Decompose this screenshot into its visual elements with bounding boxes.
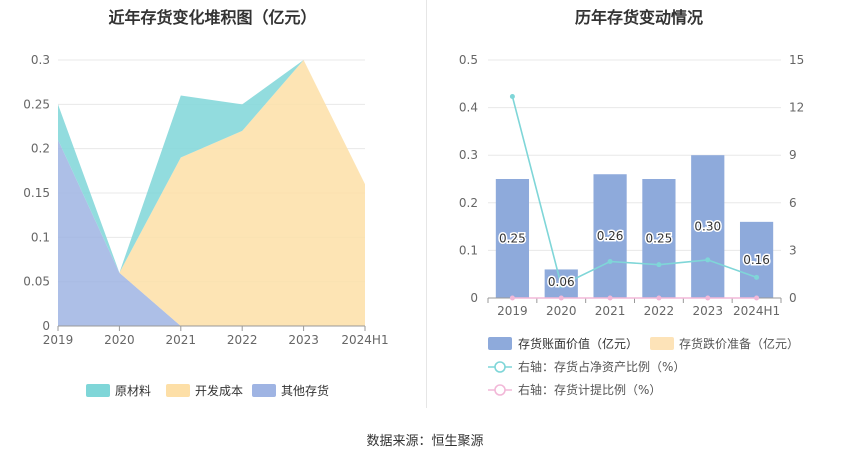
y-tick-label: 0.5 xyxy=(459,53,478,67)
right-chart-title: 历年存货变动情况 xyxy=(574,8,703,27)
x-tick-label: 2024H1 xyxy=(733,304,780,318)
legend-label: 存货跌价准备（亿元） xyxy=(679,336,799,351)
y2-tick-label: 15 xyxy=(789,53,804,67)
y-tick-label: 0 xyxy=(42,319,50,333)
x-tick-label: 2021 xyxy=(595,304,626,318)
area-series-0 xyxy=(58,60,365,273)
legend-swatch xyxy=(86,384,110,397)
area-series-1 xyxy=(58,60,365,326)
chart-divider xyxy=(426,0,427,408)
y-tick-label: 0.1 xyxy=(459,243,478,257)
legend-label: 其他存货 xyxy=(281,383,329,398)
line-point xyxy=(754,274,760,280)
line-point xyxy=(607,259,613,265)
bar xyxy=(642,179,676,298)
x-tick-label: 2023 xyxy=(288,333,319,347)
bar-data-label: 0.25 xyxy=(499,232,526,246)
y-tick-label: 0.2 xyxy=(31,142,50,156)
x-tick-label: 2022 xyxy=(644,304,675,318)
line-series-2 xyxy=(511,96,757,287)
line-point xyxy=(607,295,613,301)
legend-marker xyxy=(494,361,506,373)
bar-data-label: 0.30 xyxy=(694,220,721,234)
legend-marker xyxy=(494,384,506,396)
legend-swatch xyxy=(650,337,674,350)
y2-tick-label: 9 xyxy=(789,148,797,162)
legend-swatch xyxy=(166,384,190,397)
bar xyxy=(593,174,627,298)
x-tick-label: 2019 xyxy=(497,304,528,318)
data-source: 数据来源：恒生聚源 xyxy=(366,434,484,449)
y-tick-label: 0.2 xyxy=(459,196,478,210)
right-bar-line-chart: 0 0.1 0.2 0.3 0.4 0.5 0 3 6 9 12 15 2019 2020 2021 2022… xyxy=(459,53,804,397)
line-point xyxy=(754,295,760,301)
legend-label: 存货账面价值（亿元） xyxy=(518,336,638,351)
bar xyxy=(739,221,774,298)
y-tick-label: 0.4 xyxy=(459,101,478,115)
x-tick-label: 2021 xyxy=(166,333,197,347)
y-tick-label: 0.15 xyxy=(23,186,50,200)
legend-label: 原材料 xyxy=(115,384,151,398)
y-tick-label: 0 xyxy=(470,291,478,305)
line-point xyxy=(705,257,711,263)
line-point xyxy=(558,295,564,301)
bar-data-label: 0.06 xyxy=(548,275,575,289)
y-tick-label: 0.3 xyxy=(459,148,478,162)
left-chart-title: 近年存货变化堆积图（亿元） xyxy=(108,8,317,27)
x-tick-label: 2024H1 xyxy=(341,333,388,347)
line-point xyxy=(656,262,662,268)
line-point xyxy=(558,282,564,288)
y-tick-label: 0.25 xyxy=(23,97,50,111)
line-point xyxy=(509,93,515,99)
y-tick-label: 0.05 xyxy=(23,275,50,289)
x-tick-label: 2023 xyxy=(692,304,723,318)
x-tick-label: 2022 xyxy=(227,333,258,347)
y2-tick-label: 3 xyxy=(789,243,797,257)
legend-label: 右轴：存货占净资产比例（%） xyxy=(518,359,685,374)
legend-label: 开发成本 xyxy=(195,383,243,398)
bar-data-label: 0.16 xyxy=(743,253,770,267)
legend-swatch xyxy=(488,337,512,350)
x-tick-label: 2020 xyxy=(104,333,135,347)
x-tick-label: 2019 xyxy=(43,333,74,347)
bar xyxy=(495,179,530,298)
line-point xyxy=(509,295,515,301)
area-series-2 xyxy=(58,139,365,326)
y2-tick-label: 0 xyxy=(789,291,797,305)
legend-label: 右轴：存货计提比例（%） xyxy=(518,382,661,397)
line-point xyxy=(656,295,662,301)
y2-tick-label: 12 xyxy=(789,101,804,115)
bar-data-label: 0.26 xyxy=(597,229,624,243)
y-tick-label: 0.1 xyxy=(31,230,50,244)
y-tick-label: 0.3 xyxy=(31,53,50,67)
bar xyxy=(691,155,725,298)
y2-tick-label: 6 xyxy=(789,196,797,210)
x-tick-label: 2020 xyxy=(546,304,577,318)
left-stacked-area-chart: 0 0.05 0.1 0.15 0.2 0.25 0.3 2019 2020 2021 2022 20… xyxy=(23,53,388,398)
line-point xyxy=(705,295,711,301)
bar-data-label: 0.25 xyxy=(646,232,673,246)
legend-swatch xyxy=(252,384,276,397)
